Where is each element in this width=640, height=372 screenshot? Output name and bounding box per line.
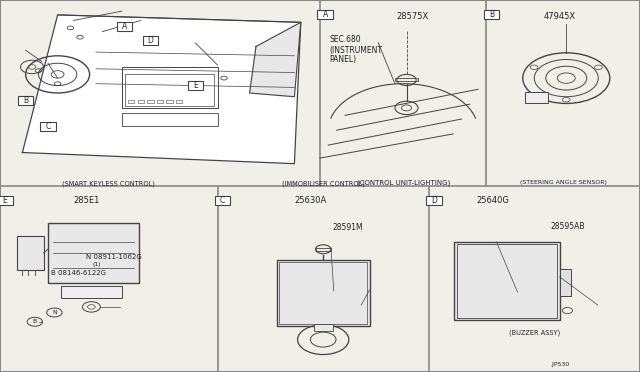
Text: (CONTROL UNIT-LIGHTING): (CONTROL UNIT-LIGHTING) — [356, 179, 450, 186]
Text: A: A — [323, 10, 328, 19]
Bar — [157, 100, 163, 103]
Text: B: B — [33, 319, 37, 324]
Bar — [454, 242, 560, 320]
Text: D: D — [147, 36, 154, 45]
Text: PANEL): PANEL) — [330, 55, 356, 64]
Bar — [525, 92, 548, 103]
Text: (SMART KEYLESS CONTROL): (SMART KEYLESS CONTROL) — [62, 181, 156, 187]
FancyBboxPatch shape — [484, 10, 499, 19]
FancyBboxPatch shape — [317, 10, 333, 19]
Bar — [316, 248, 331, 251]
FancyBboxPatch shape — [18, 96, 33, 105]
Polygon shape — [250, 22, 301, 97]
Text: 28591M: 28591M — [333, 223, 364, 232]
Bar — [395, 78, 418, 81]
Text: 28595AB: 28595AB — [550, 222, 585, 231]
FancyBboxPatch shape — [40, 122, 56, 131]
Bar — [128, 100, 134, 103]
Bar — [279, 262, 367, 324]
Bar — [48, 223, 140, 283]
Text: 25640G: 25640G — [477, 196, 509, 205]
FancyBboxPatch shape — [117, 22, 132, 31]
Text: (IMMOBILISER CONTROL): (IMMOBILISER CONTROL) — [282, 181, 365, 187]
Text: 28575X: 28575X — [397, 12, 429, 21]
Bar — [125, 74, 214, 106]
Bar — [560, 269, 572, 296]
Bar — [276, 260, 370, 326]
FancyBboxPatch shape — [188, 81, 203, 90]
Text: (BUZZER ASSY): (BUZZER ASSY) — [509, 330, 560, 336]
FancyBboxPatch shape — [215, 196, 230, 205]
Bar — [61, 286, 122, 298]
Text: 25630A: 25630A — [294, 196, 326, 205]
Text: D: D — [431, 196, 437, 205]
Text: (1): (1) — [93, 262, 101, 267]
FancyBboxPatch shape — [426, 196, 442, 205]
Bar — [147, 100, 154, 103]
Text: (STEERING ANGLE SENSOR): (STEERING ANGLE SENSOR) — [520, 180, 607, 185]
Text: E: E — [3, 196, 8, 205]
Text: B: B — [489, 10, 494, 19]
Text: C: C — [220, 196, 225, 205]
Text: .JP530: .JP530 — [550, 362, 570, 367]
Bar — [166, 100, 173, 103]
Bar — [138, 100, 144, 103]
FancyBboxPatch shape — [143, 36, 158, 45]
Text: (INSTRUMENT: (INSTRUMENT — [330, 46, 383, 55]
Bar — [122, 113, 218, 126]
Text: E: E — [193, 81, 198, 90]
Bar — [458, 244, 557, 318]
FancyBboxPatch shape — [0, 196, 13, 205]
Bar — [122, 67, 218, 108]
Polygon shape — [22, 15, 301, 164]
Text: N: N — [52, 310, 57, 315]
Text: B 08146-6122G: B 08146-6122G — [51, 270, 106, 276]
Text: C: C — [45, 122, 51, 131]
Text: 47945X: 47945X — [544, 12, 576, 21]
Text: B: B — [23, 96, 28, 105]
Text: SEC.680: SEC.680 — [330, 35, 361, 44]
Bar — [176, 100, 182, 103]
Bar — [314, 324, 333, 331]
Text: 285E1: 285E1 — [74, 196, 100, 205]
Bar — [17, 236, 44, 270]
Text: N 08911-1062G: N 08911-1062G — [86, 254, 142, 260]
Text: A: A — [122, 22, 127, 31]
